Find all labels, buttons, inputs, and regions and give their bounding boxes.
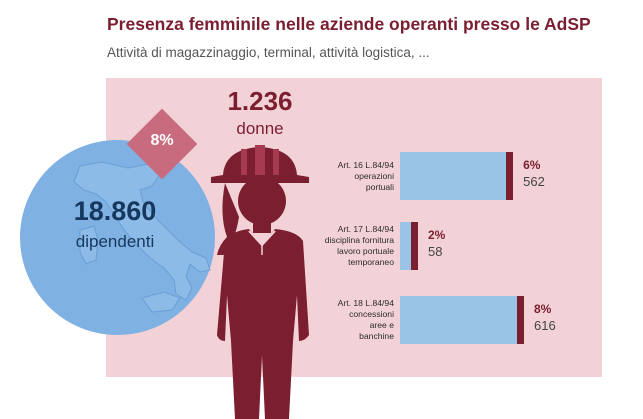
bar-label-line: Art. 16 L.84/94 (337, 159, 394, 170)
page-subtitle: Attività di magazzinaggio, terminal, att… (107, 45, 430, 60)
bar-label: Art. 17 L.84/94 disciplina fornitura lavor… (296, 224, 394, 268)
bar (400, 296, 524, 344)
bar (400, 152, 514, 200)
bar-label-line: lavoro portuale (337, 246, 394, 256)
bar-accent (506, 152, 514, 200)
bar-label-line: temporaneo (348, 257, 394, 267)
bar-label-line: aree e (369, 320, 394, 330)
bar-label-line: disciplina fornitura (324, 235, 394, 245)
bar-label: Art. 18 L.84/94 concessioni aree e banchine (296, 298, 394, 342)
total-employees-label: dipendenti (75, 232, 155, 251)
bar-label-line: banchine (359, 331, 394, 341)
bar-percent-label: 2% (428, 228, 446, 242)
bar-label-line: Art. 17 L.84/94 (337, 224, 394, 234)
bar-fill (400, 152, 507, 200)
bar-label: Art. 16 L.84/94 operazioni portuali (296, 160, 394, 193)
bar-value-label: 58 (428, 244, 443, 259)
bar-fill (400, 296, 517, 344)
bar-value-label: 616 (534, 318, 556, 333)
page-title: Presenza femminile nelle aziende operant… (107, 14, 591, 34)
bar-fill (400, 222, 411, 270)
women-count-label: donne (236, 119, 284, 138)
bar-percent-label: 6% (523, 158, 541, 172)
bar-value-label: 562 (523, 174, 545, 189)
bar-percent-label: 8% (534, 302, 552, 316)
bar-label-line: Art. 18 L.84/94 (337, 298, 394, 308)
bar-accent (517, 296, 524, 344)
bar-accent (411, 222, 418, 270)
bar-label-line: concessioni (349, 309, 394, 319)
italy-map-icon (73, 161, 211, 313)
women-count-value: 1.236 (227, 86, 293, 116)
bar-label-line: operazioni (354, 170, 394, 181)
female-worker-hardhat-icon (211, 145, 309, 419)
bar (400, 222, 418, 270)
women-share-value: 8% (150, 132, 174, 149)
bar-label-line: portuali (365, 181, 394, 192)
total-employees-value: 18.860 (73, 196, 157, 226)
